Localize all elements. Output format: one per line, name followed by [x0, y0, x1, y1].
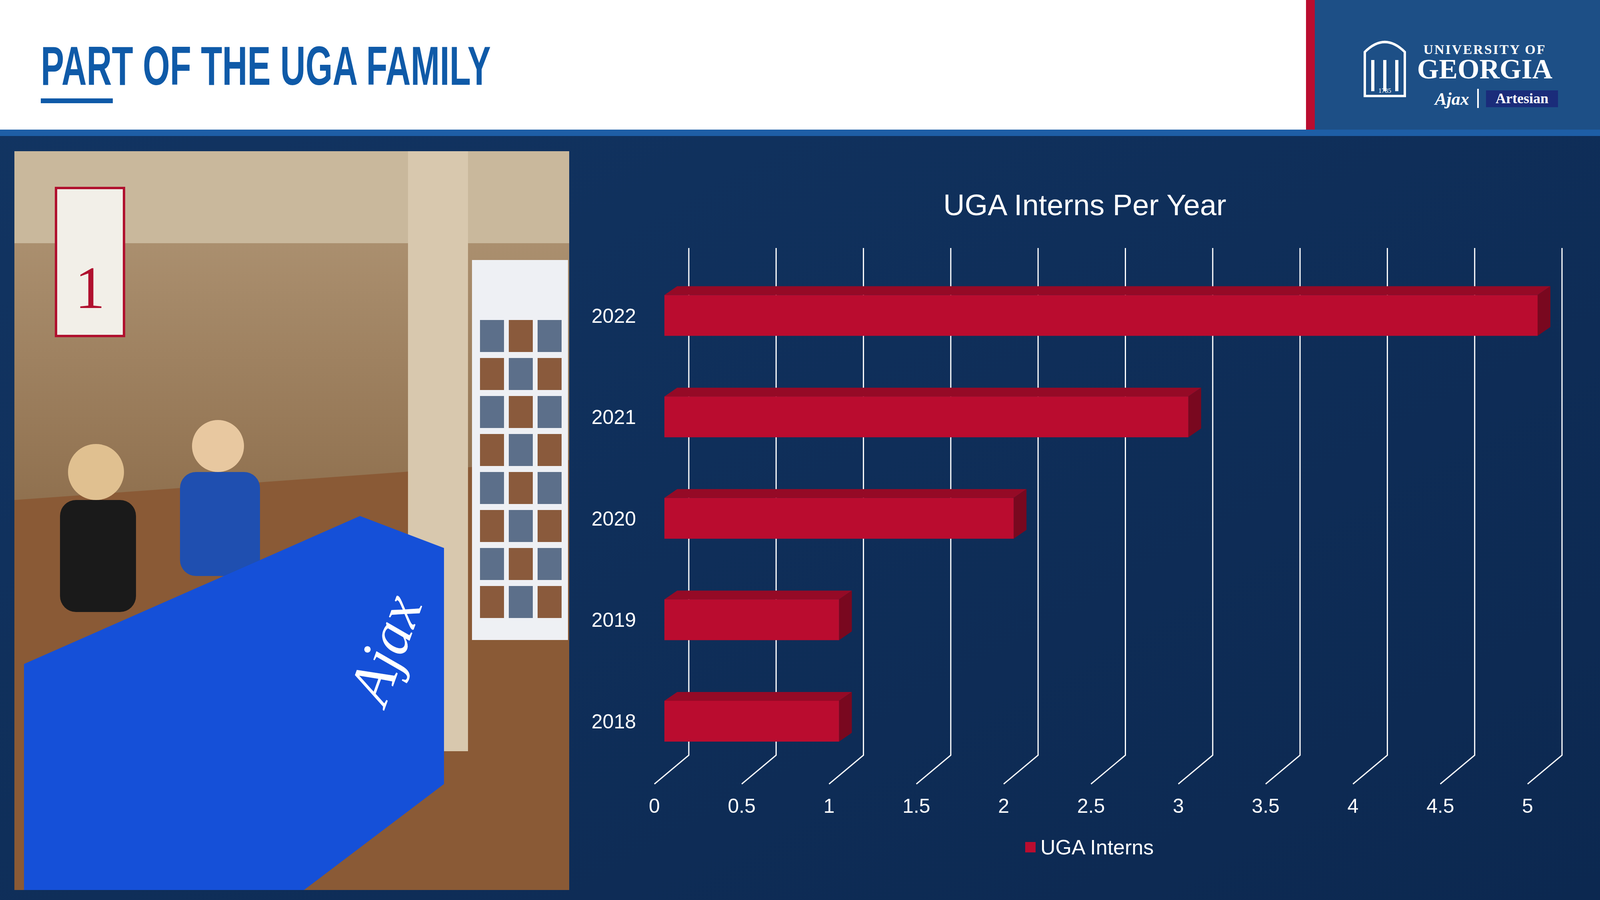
header-rule [0, 129, 1600, 136]
bar [664, 692, 852, 742]
photo-standee-tile [537, 358, 562, 390]
bar-top [664, 590, 852, 600]
photo-table-text: Ajax [333, 586, 435, 716]
bar-side [1013, 489, 1027, 539]
photo-standee [472, 260, 568, 640]
photo-standee-tile [480, 586, 504, 618]
photo-standee-tile [508, 548, 533, 580]
x-tick-label: 4 [1347, 794, 1359, 818]
x-tick-label: 2.5 [1077, 794, 1106, 818]
bar-front [664, 295, 1538, 336]
logo-column [1395, 60, 1399, 92]
bar-front [664, 700, 840, 742]
logo-column [1383, 60, 1387, 92]
bar-side [1188, 387, 1202, 438]
y-tick-label: 2021 [591, 406, 636, 429]
photo-standee-tile [508, 358, 533, 390]
title-underline [40, 98, 113, 104]
chart-title: UGA Interns Per Year [943, 188, 1227, 222]
x-tick-label: 1.5 [902, 794, 931, 818]
photo-person-head [68, 444, 124, 500]
photo: 1 Ajax [14, 151, 570, 890]
photo-standee-tile [480, 472, 504, 504]
photo-standee-tile [537, 434, 562, 466]
photo-room [14, 151, 570, 890]
bar-front [664, 599, 840, 640]
photo-standee-tile [480, 510, 504, 542]
photo-standee-tile [508, 396, 533, 428]
logo-brand1: Ajax [1433, 89, 1470, 109]
y-tick-label: 2018 [591, 710, 636, 733]
bar [664, 590, 852, 640]
photo-standee-tile [537, 510, 562, 542]
logo-brand2-box [1486, 90, 1558, 108]
photo-standee-tile [480, 320, 504, 352]
logo: 1785UNIVERSITY OFGEORGIAAjaxArtesian [1364, 42, 1558, 109]
photo-banner [56, 188, 124, 336]
photo-person-body [60, 500, 136, 612]
photo-standee-tile [537, 320, 562, 352]
photo-standee-tile [480, 358, 504, 390]
photo-banner-text: 1 [75, 254, 106, 321]
logo-year: 1785 [1378, 87, 1392, 94]
x-tick-label: 5 [1522, 794, 1534, 818]
background [0, 0, 1600, 900]
chart: UGA Interns Per Year 0 0.5 1 1.5 2 2.5 3 3.5 4 4.5… [591, 188, 1562, 859]
bar [664, 286, 1551, 336]
bars [664, 286, 1551, 742]
photo-standee-tile [508, 586, 533, 618]
x-tick-label: 3.5 [1251, 794, 1280, 818]
y-tick-label: 2020 [591, 507, 636, 530]
bar [664, 387, 1202, 438]
gridlines [654, 248, 1562, 784]
x-tick-label: 4.5 [1426, 794, 1455, 818]
photo-standee-tile [508, 320, 533, 352]
photo-standee-tile [537, 548, 562, 580]
y-tick-label: 2019 [591, 608, 636, 632]
photo-standee-tile [537, 586, 562, 618]
bar [664, 489, 1027, 539]
x-tick-label: 2 [998, 794, 1010, 818]
bar-top [664, 286, 1551, 296]
logo-panel [1314, 0, 1600, 130]
x-tick-label: 1 [823, 794, 835, 818]
page: PART OF THE UGA FAMILY1785UNIVERSITY OFG… [0, 0, 1600, 900]
photo-table [24, 516, 444, 890]
header-band [0, 0, 1306, 130]
x-tick-label: 0 [648, 794, 660, 818]
bar-side [839, 692, 852, 742]
page-title: PART OF THE UGA FAMILY [40, 34, 491, 97]
photo-standee-tile [480, 434, 504, 466]
header-red-stripe [1306, 0, 1315, 130]
logo-divider [1477, 88, 1479, 108]
x-tick-label: 3 [1172, 794, 1184, 818]
x-tick-label: 0.5 [728, 794, 756, 818]
bar-top [664, 489, 1027, 498]
photo-standee-tile [537, 396, 562, 428]
photo-person-head [192, 420, 244, 472]
photo-person-body [180, 472, 260, 576]
bar-side [839, 590, 852, 640]
legend-swatch [1025, 842, 1036, 853]
legend: UGA Interns [1025, 835, 1154, 859]
bar-top [664, 387, 1202, 397]
legend-label: UGA Interns [1040, 835, 1154, 859]
y-tick-label: 2022 [591, 304, 636, 328]
bar-front [664, 498, 1014, 539]
bar-front [664, 396, 1189, 438]
logo-line2: GEORGIA [1417, 53, 1553, 85]
bar-top [664, 692, 852, 701]
photo-carpet [14, 460, 570, 890]
logo-arch [1364, 42, 1405, 96]
photo-standee-tile [508, 472, 533, 504]
photo-standee-tile [537, 472, 562, 504]
photo-standee-tile [480, 548, 504, 580]
logo-column [1371, 60, 1375, 92]
photo-standee-tile [508, 434, 533, 466]
photo-standee-tile [508, 510, 533, 542]
bar-side [1537, 286, 1551, 336]
photo-standee-tile [480, 396, 504, 428]
logo-brand2: Artesian [1495, 90, 1549, 107]
